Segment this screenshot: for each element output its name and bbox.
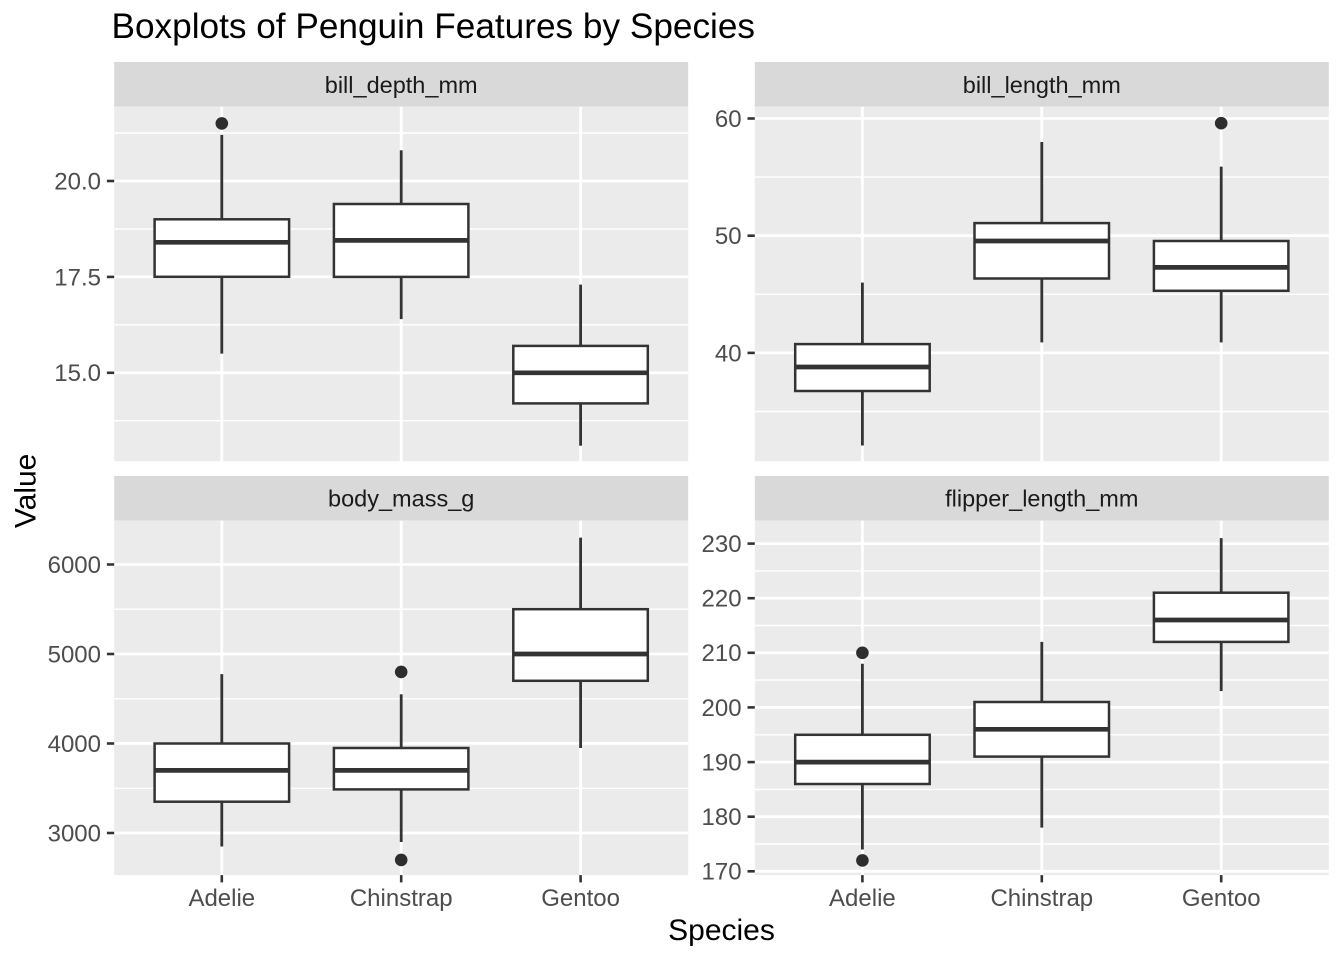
svg-text:200: 200	[702, 695, 742, 722]
svg-text:4000: 4000	[48, 731, 101, 758]
svg-text:17.5: 17.5	[54, 264, 101, 291]
svg-text:6000: 6000	[48, 552, 101, 579]
svg-text:Value: Value	[10, 454, 43, 529]
svg-text:210: 210	[702, 640, 742, 667]
svg-text:Species: Species	[668, 914, 775, 947]
svg-text:bill_length_mm: bill_length_mm	[963, 72, 1121, 98]
svg-text:bill_depth_mm: bill_depth_mm	[325, 72, 478, 98]
svg-text:Adelie: Adelie	[188, 885, 255, 912]
svg-text:Adelie: Adelie	[829, 885, 896, 912]
svg-text:40: 40	[715, 340, 742, 367]
svg-text:body_mass_g: body_mass_g	[328, 486, 474, 512]
svg-text:170: 170	[702, 859, 742, 886]
svg-text:Gentoo: Gentoo	[1182, 885, 1261, 912]
svg-text:Chinstrap: Chinstrap	[350, 885, 453, 912]
svg-text:Gentoo: Gentoo	[541, 885, 620, 912]
svg-text:Boxplots of Penguin Features b: Boxplots of Penguin Features by Species	[112, 7, 756, 46]
svg-text:60: 60	[715, 106, 742, 133]
svg-text:flipper_length_mm: flipper_length_mm	[945, 486, 1138, 512]
svg-text:15.0: 15.0	[54, 360, 101, 387]
svg-text:220: 220	[702, 586, 742, 613]
svg-text:230: 230	[702, 531, 742, 558]
svg-text:20.0: 20.0	[54, 168, 101, 195]
svg-text:Chinstrap: Chinstrap	[990, 885, 1093, 912]
svg-text:50: 50	[715, 223, 742, 250]
svg-text:5000: 5000	[48, 641, 101, 668]
svg-text:180: 180	[702, 804, 742, 831]
svg-text:190: 190	[702, 750, 742, 777]
svg-text:3000: 3000	[48, 820, 101, 847]
